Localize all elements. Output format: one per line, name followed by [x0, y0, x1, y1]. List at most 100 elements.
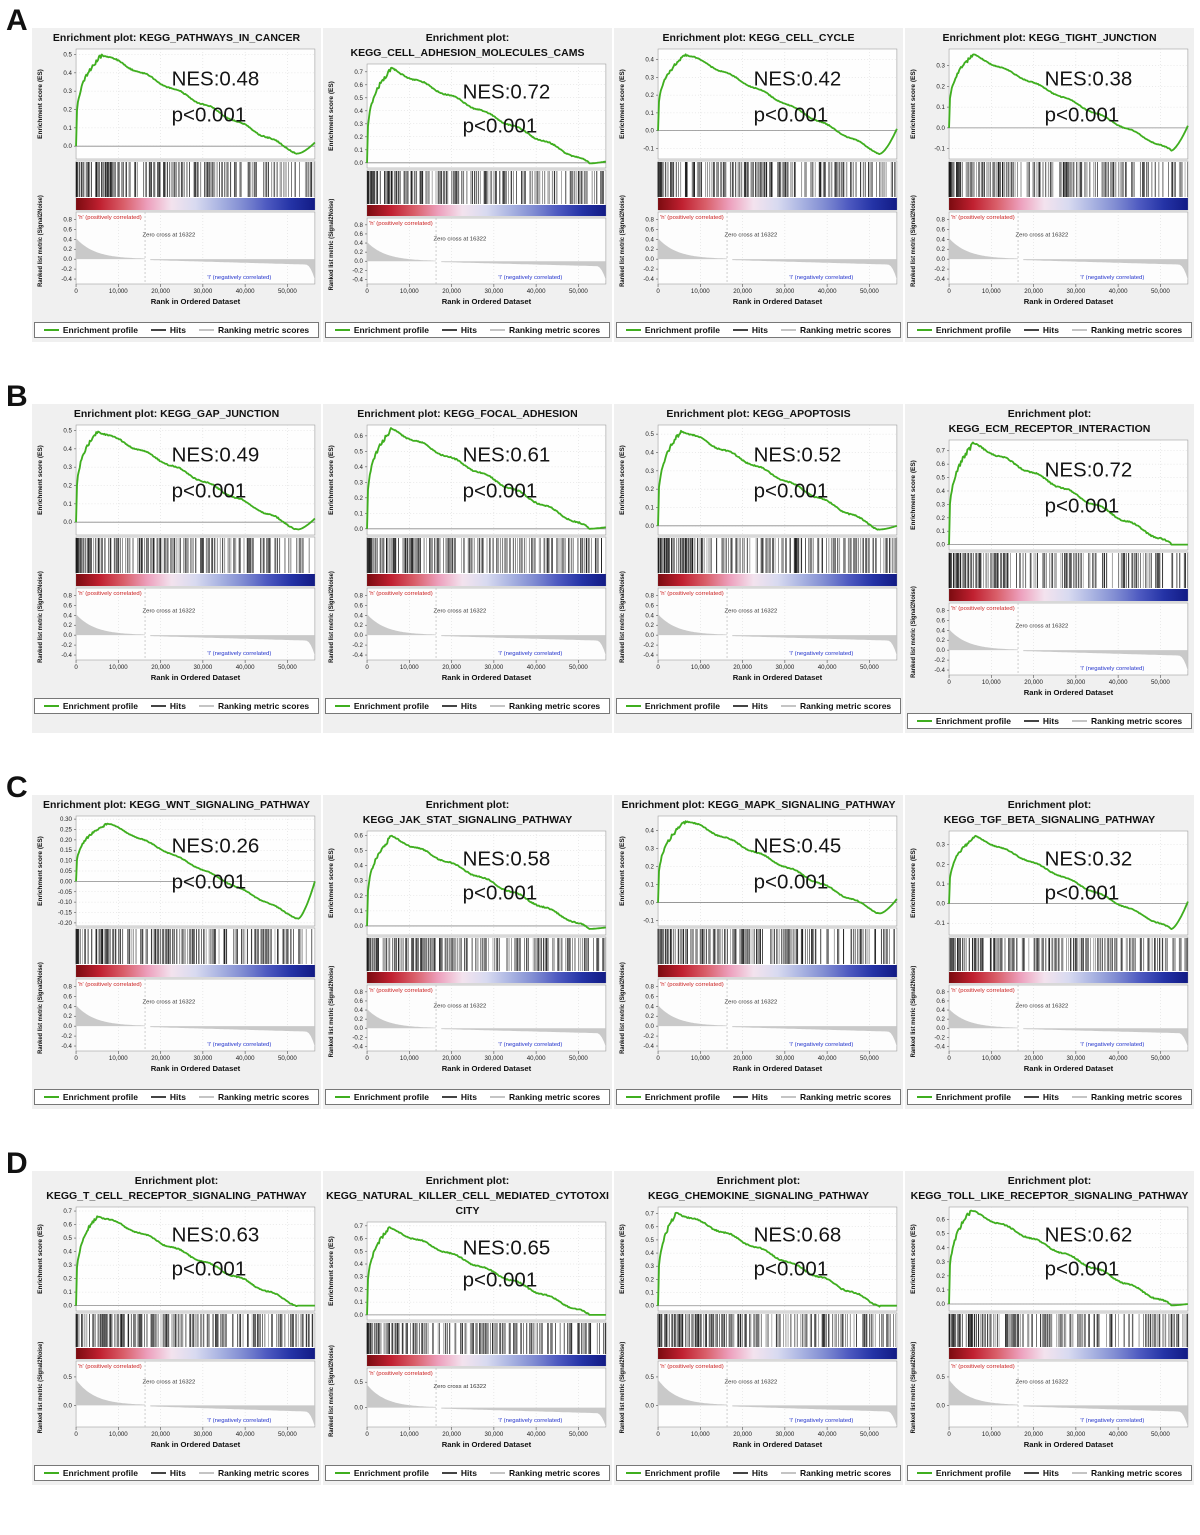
- legend-item: Ranking metric scores: [489, 325, 600, 335]
- x-axis-title: Rank in Ordered Dataset: [442, 1064, 532, 1073]
- rank-area-negative: [150, 635, 315, 656]
- rank-tick-label: -0.4: [643, 277, 654, 283]
- panel-title: Enrichment plot: KEGG_CELL_CYCLE: [615, 31, 902, 46]
- es-tick-label: 0.0: [936, 902, 945, 908]
- es-plot-area: [657, 815, 898, 927]
- legend-item: Hits: [1023, 716, 1059, 726]
- rank-tick-label: 0.8: [936, 608, 945, 614]
- x-tick-label: 40,000: [818, 1432, 837, 1438]
- x-tick-label: 0: [365, 665, 369, 671]
- x-tick-label: 30,000: [193, 665, 212, 671]
- es-tick-label: 0.3: [63, 89, 72, 95]
- legend-item-label: Hits: [1042, 1468, 1059, 1478]
- legend-item-label: Hits: [460, 1468, 477, 1478]
- rank-axis-title: Ranked list metric (Signal2Noise): [329, 571, 335, 663]
- zero-cross-label: Zero cross at 16322: [434, 1003, 487, 1009]
- legend-item: Hits: [732, 701, 768, 711]
- x-tick-label: 50,000: [1151, 1056, 1170, 1062]
- rank-area-positive: [367, 1384, 437, 1408]
- x-tick-label: 50,000: [1151, 680, 1170, 686]
- legend-item-label: Hits: [751, 1468, 768, 1478]
- x-tick-label: 10,000: [691, 665, 710, 671]
- x-tick-label: 30,000: [484, 1056, 503, 1062]
- es-axis: 0.4 0.3 0.2 0.1 0.0 -0.1: [643, 828, 659, 925]
- es-tick-label: 0.3: [645, 75, 654, 81]
- rank-tick-label: -0.4: [934, 1044, 945, 1050]
- x-tick-label: 10,000: [400, 665, 419, 671]
- enrichment-curve: [75, 430, 316, 531]
- es-tick-label: 0.1: [63, 126, 72, 132]
- x-axis-title: Rank in Ordered Dataset: [442, 1440, 532, 1449]
- x-tick-label: 0: [947, 1056, 951, 1062]
- panel-title-line: CITY: [455, 1205, 480, 1217]
- es-tick-label: 0.5: [354, 96, 363, 102]
- es-tick-label: 0.7: [645, 1212, 654, 1218]
- es-axis-title: Enrichment score (ES): [328, 1236, 335, 1306]
- rank-tick-label: 0.0: [936, 648, 945, 654]
- es-plot-area: [366, 63, 607, 169]
- legend-item-label: Ranking metric scores: [508, 1092, 601, 1102]
- legend-line-swatch: [198, 329, 214, 331]
- x-tick-label: 50,000: [569, 1056, 588, 1062]
- es-tick-label: 0.10: [60, 859, 73, 865]
- legend-item-label: Enrichment profile: [353, 325, 429, 335]
- legend-item: Enrichment profile: [334, 1092, 429, 1102]
- x-tick-label: 0: [656, 1056, 660, 1062]
- legend-line-swatch: [441, 1096, 457, 1098]
- es-tick-label: 0.4: [354, 465, 363, 471]
- pvalue-annotation: p<0.001: [463, 481, 538, 503]
- panel-title: Enrichment plot: KEGG_CHEMOKINE_SIGNALING…: [615, 1174, 902, 1204]
- gsea-plot: 0.6 0.5 0.4 0.3 0.2 0.1 0.0 0.8 0.6 0.4 0.2 0.0 -0.2…: [328, 830, 607, 1073]
- rank-tick-label: 0.4: [63, 613, 72, 619]
- gridlines: [658, 816, 897, 1051]
- es-tick-label: 0.0: [936, 126, 945, 132]
- legend-item: Ranking metric scores: [780, 1468, 892, 1478]
- x-tick-label: 40,000: [818, 1056, 837, 1062]
- es-tick-label: 0.2: [645, 93, 654, 99]
- es-plot-area: [366, 830, 607, 936]
- correlation-band: [76, 1348, 315, 1359]
- es-axis-title: Enrichment score (ES): [910, 69, 917, 139]
- enrichment-curve: [948, 53, 1189, 152]
- panel-title: Enrichment plot: KEGG_CELL_ADHESION_MOLEC…: [324, 31, 611, 61]
- rank-axis: 0.8 0.6 0.4 0.2 0.0 -0.2 -0.4: [352, 593, 368, 659]
- panel-title-line: Enrichment plot: KEGG_FOCAL_ADHESION: [357, 408, 578, 420]
- legend-item-label: Ranking metric scores: [799, 325, 892, 335]
- zero-cross-label: Zero cross at 16322: [1016, 1379, 1069, 1385]
- rank-axis: 0.8 0.6 0.4 0.2 0.0 -0.2 -0.4: [61, 593, 77, 659]
- gridlines: [76, 49, 315, 284]
- es-tick-label: 0.6: [645, 1225, 654, 1231]
- x-tick-label: 50,000: [569, 289, 588, 295]
- x-tick-label: 30,000: [775, 665, 794, 671]
- legend-item-label: Ranking metric scores: [799, 1468, 892, 1478]
- rank-tick-label: 0.6: [936, 227, 945, 233]
- rank-tick-label: 0.2: [645, 247, 654, 253]
- legend-item-label: Ranking metric scores: [217, 325, 310, 335]
- gsea-panel-C3: Enrichment plot: KEGG_MAPK_SIGNALING_PAT…: [614, 795, 903, 1109]
- es-tick-label: 0.7: [63, 1209, 72, 1215]
- es-tick-label: -0.15: [58, 911, 73, 917]
- row-label-D: D: [6, 1147, 28, 1180]
- rank-tick-label: 0.4: [354, 241, 363, 247]
- es-tick-label: 0.1: [645, 506, 654, 512]
- legend-item-label: Enrichment profile: [62, 1092, 138, 1102]
- rank-tick-label: 0.0: [645, 1024, 654, 1030]
- es-tick-label: 0.3: [645, 1264, 654, 1270]
- x-tick-label: 20,000: [733, 1432, 752, 1438]
- es-axis: 0.3 0.2 0.1 0.0 -0.1: [934, 843, 950, 927]
- es-tick-label: 0.4: [645, 828, 654, 834]
- rank-tick-label: 0.4: [936, 628, 945, 634]
- gridlines: [658, 425, 897, 660]
- panel-title: Enrichment plot: KEGG_PATHWAYS_IN_CANCER: [33, 31, 320, 46]
- correlation-band: [76, 965, 315, 977]
- legend-item: Enrichment profile: [916, 1468, 1011, 1478]
- x-tick-label: 40,000: [1109, 1056, 1128, 1062]
- legend-box: Enrichment profile Hits Ranking metric sco…: [33, 1089, 320, 1105]
- legend-line-swatch: [150, 705, 166, 707]
- es-axis-title: Enrichment score (ES): [910, 848, 917, 918]
- es-axis: 0.6 0.5 0.4 0.3 0.2 0.1 0.0: [354, 434, 368, 533]
- gridlines: [76, 816, 315, 1051]
- x-tick-label: 50,000: [569, 665, 588, 671]
- rank-tick-label: 0.0: [354, 259, 363, 265]
- x-tick-label: 10,000: [982, 1056, 1001, 1062]
